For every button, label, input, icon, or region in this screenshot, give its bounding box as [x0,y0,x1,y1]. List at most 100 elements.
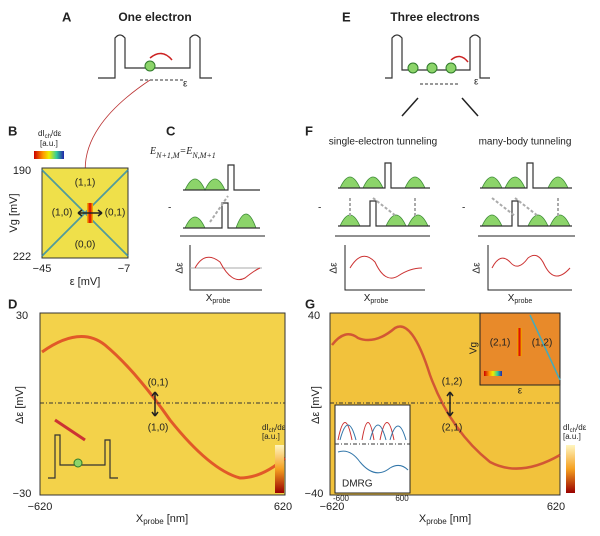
arrow [77,209,103,217]
electron [445,62,457,74]
y-axis-label: Δε [mV] [310,386,322,424]
curve [349,255,423,279]
dmrg-label: DMRG [342,479,373,490]
x-axis-label: Xprobe [206,293,231,305]
axes [344,245,425,291]
panel-label: G [305,296,315,311]
x-axis-label: Xprobe [nm] [136,513,188,526]
inset-colorbar [484,371,502,376]
panel-label: C [166,123,176,138]
colorbar-unit: [a.u.] [262,432,280,441]
label-part: ch [269,428,275,434]
tunnel-arrow [149,52,173,61]
probe-potential [480,200,572,227]
label-part: X [419,513,427,525]
heatmap [39,312,286,496]
x-axis-label: Xprobe [nm] [419,513,471,526]
y-tick-label: 190 [13,165,31,177]
minus-sign: - [462,203,465,214]
x-tick-label: 620 [274,501,292,513]
dmrg-inset [334,404,411,494]
x-tick-label: −7 [118,263,131,275]
y-axis-label: Δε [mV] [14,386,26,424]
y-axis-label: Vg [mV] [8,193,20,232]
panel-title: One electron [118,10,191,24]
inset-line [529,314,561,381]
colorbar [34,151,64,159]
label-part: /dε [275,423,286,432]
probe [54,418,86,442]
dmrg-red [337,422,395,441]
label-part: ch [570,428,576,434]
wavefunction [481,176,569,189]
dmrg-blue [339,424,407,441]
epsilon: ε [183,79,188,90]
inset-y-label: Vg [469,342,480,354]
subtitle: many-body tunneling [479,137,572,148]
arrow [151,391,159,417]
electron [426,62,438,74]
electron [73,458,83,468]
levels [125,67,190,81]
panel-label: B [8,123,17,138]
y-axis-label: Δε [472,262,483,274]
label-part: probe [426,517,447,526]
label-part: probe [514,298,532,305]
tunnel-arrow [209,195,229,223]
panel-label: D [8,296,17,311]
electron [144,60,156,72]
label-part: probe [143,517,164,526]
panel-label: A [62,9,72,24]
label-part: /dε [51,129,62,138]
x-tick-label: 620 [547,501,565,513]
y-tick-label: 222 [13,251,31,263]
eq-part: =E [180,146,193,157]
inset-resonance [517,328,522,356]
potential [385,34,490,79]
region-label: (1,1) [75,178,96,189]
label-part: dI [262,423,269,432]
dmrg-curve [337,450,409,474]
panel-title: Three electrons [390,10,480,24]
tunnel-arrows [349,197,416,217]
inset-x-label: ε [518,386,523,397]
label-part: ch [45,134,51,140]
x-axis-label: ε [mV] [70,276,101,288]
colorbar [275,445,284,493]
colorbar [566,445,575,493]
wavefunction [339,214,429,227]
label-part: probe [212,298,230,305]
probe-potential [183,202,260,229]
colorbar-label: dIch/dε [563,423,587,433]
state-label: (1,2) [442,377,463,388]
curve [491,254,571,277]
state-label: (2,1) [442,423,463,434]
label-part: [nm] [447,513,471,525]
y-axis-label: Δε [329,262,340,274]
state-label: (2,1) [490,338,511,349]
probe-potential [338,200,430,227]
label-part: X [136,513,144,525]
state-label: (0,1) [148,378,169,389]
wavefunction [184,213,257,229]
colorbar-unit: [a.u.] [40,139,58,148]
curve [194,256,261,281]
wavefunction [481,214,571,227]
region-label: (0,1) [105,208,126,219]
resonance-line [331,325,561,470]
panel-label: F [305,123,313,138]
colorbar-unit: [a.u.] [563,432,581,441]
minus-sign: - [318,203,321,214]
eq-part: N,M+1 [191,151,215,160]
epsilon: ε [474,77,479,88]
probe-potential [183,164,260,191]
state-label: (1,0) [148,423,169,434]
eq-part: N+1,M [155,151,181,160]
region-label: (1,0) [52,208,73,219]
label-part: X [206,293,213,304]
x-tick-label: −620 [320,501,345,513]
x-tick-label: −620 [28,501,53,513]
probe-potential [480,162,572,189]
equation: EN+1,M=EN,M+1 [149,146,216,160]
